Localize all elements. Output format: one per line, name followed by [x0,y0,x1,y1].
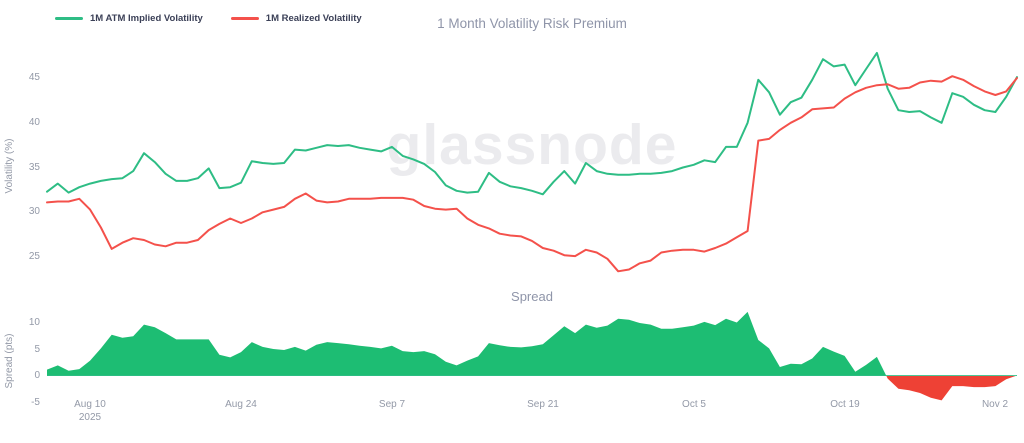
spread-area-positive[interactable] [47,311,1017,401]
legend-label-implied: 1M ATM Implied Volatility [90,13,203,24]
x-tick-label: Sep 7 [378,399,406,410]
legend-item-realized-volatility[interactable]: 1M Realized Volatility [230,13,362,24]
spread-y-tick-label: 0 [34,370,40,381]
x-axis-year-label: 2025 [78,412,102,423]
x-tick-label: Nov 2 [981,399,1009,410]
spread-y-tick-label: -5 [31,397,40,408]
spread-y-tick-label: 10 [28,317,40,328]
x-tick-label: Oct 19 [830,399,860,410]
x-tick-label: Sep 21 [527,399,559,410]
spread-y-tick-label: 5 [34,344,40,355]
volatility-y-tick-label: 40 [28,117,40,128]
spread-chart-title: Spread [511,289,553,304]
legend-item-implied-volatility[interactable]: 1M ATM Implied Volatility [55,13,203,24]
volatility-y-tick-label: 25 [28,251,40,262]
x-tick-label: Oct 5 [682,399,706,410]
volatility-y-tick-label: 30 [28,206,40,217]
x-tick-label: Aug 24 [225,399,257,410]
volatility-y-tick-label: 35 [28,162,40,173]
legend-label-realized: 1M Realized Volatility [265,13,362,24]
chart-legend: 1M ATM Implied Volatility 1M Realized Vo… [55,13,362,24]
volatility-y-tick-label: 45 [28,72,40,83]
realized-line-swatch-icon [230,17,259,20]
implied-line-swatch-icon [55,17,83,20]
glassnode-watermark: glassnode [386,113,678,177]
realized-volatility-line[interactable] [46,75,1018,273]
implied-volatility-line[interactable] [46,51,1018,196]
spread-area-negative[interactable] [47,312,1017,401]
chart-title: 1 Month Volatility Risk Premium [437,16,627,31]
x-tick-label: Aug 10 [74,399,106,410]
